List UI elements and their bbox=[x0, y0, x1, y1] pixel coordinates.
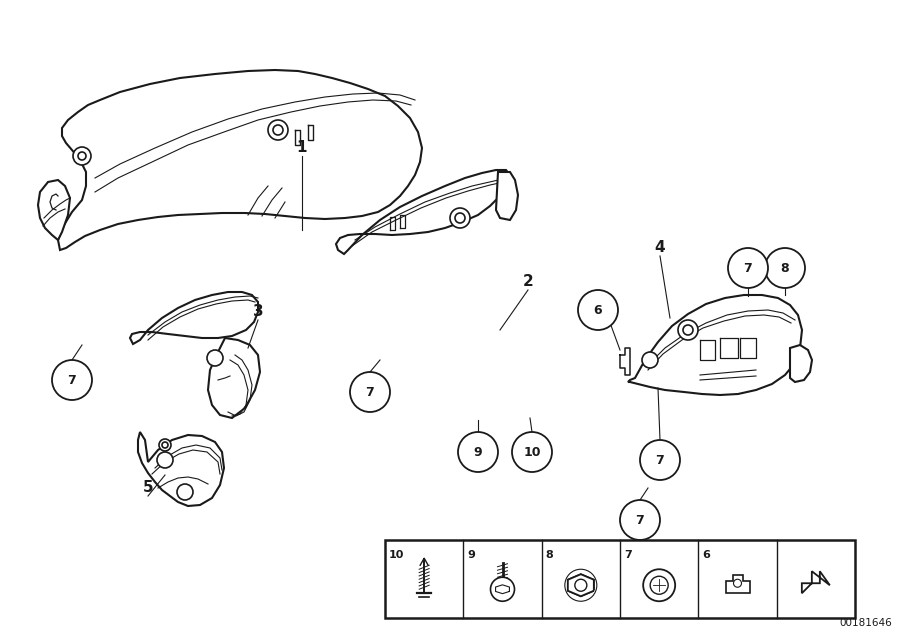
Circle shape bbox=[273, 125, 283, 135]
Text: 7: 7 bbox=[624, 550, 632, 560]
Text: 4: 4 bbox=[654, 240, 665, 256]
Polygon shape bbox=[568, 574, 594, 596]
Circle shape bbox=[620, 500, 660, 540]
Circle shape bbox=[458, 432, 498, 472]
Text: 7: 7 bbox=[68, 373, 76, 387]
Circle shape bbox=[575, 579, 587, 591]
Circle shape bbox=[650, 576, 668, 594]
Text: 5: 5 bbox=[143, 481, 153, 495]
Circle shape bbox=[52, 360, 92, 400]
Circle shape bbox=[728, 248, 768, 288]
Polygon shape bbox=[628, 295, 802, 395]
Text: 8: 8 bbox=[780, 261, 789, 275]
Polygon shape bbox=[38, 180, 70, 240]
Text: 10: 10 bbox=[389, 550, 404, 560]
Text: 6: 6 bbox=[702, 550, 710, 560]
Text: 6: 6 bbox=[594, 303, 602, 317]
Circle shape bbox=[640, 440, 680, 480]
Circle shape bbox=[78, 152, 86, 160]
Polygon shape bbox=[568, 574, 594, 596]
Circle shape bbox=[207, 350, 223, 366]
Circle shape bbox=[455, 213, 465, 223]
Text: 7: 7 bbox=[743, 261, 752, 275]
Circle shape bbox=[177, 484, 193, 500]
Circle shape bbox=[450, 208, 470, 228]
Circle shape bbox=[644, 569, 675, 601]
Polygon shape bbox=[725, 575, 750, 593]
Circle shape bbox=[159, 439, 171, 451]
Circle shape bbox=[734, 579, 742, 587]
Polygon shape bbox=[138, 432, 224, 506]
Polygon shape bbox=[496, 172, 518, 220]
Text: 9: 9 bbox=[473, 445, 482, 459]
Circle shape bbox=[578, 290, 618, 330]
Circle shape bbox=[162, 442, 168, 448]
FancyBboxPatch shape bbox=[385, 540, 855, 618]
Circle shape bbox=[73, 147, 91, 165]
Polygon shape bbox=[790, 345, 812, 382]
Circle shape bbox=[157, 452, 173, 468]
Text: 2: 2 bbox=[523, 275, 534, 289]
Circle shape bbox=[678, 320, 698, 340]
Circle shape bbox=[642, 352, 658, 368]
Polygon shape bbox=[802, 571, 830, 593]
Polygon shape bbox=[58, 70, 422, 250]
Text: 3: 3 bbox=[253, 305, 264, 319]
Polygon shape bbox=[336, 170, 510, 254]
Text: 1: 1 bbox=[297, 141, 307, 155]
Text: 10: 10 bbox=[523, 445, 541, 459]
Circle shape bbox=[512, 432, 552, 472]
Circle shape bbox=[491, 577, 515, 601]
Circle shape bbox=[683, 325, 693, 335]
Text: 00181646: 00181646 bbox=[839, 618, 892, 628]
Circle shape bbox=[565, 569, 597, 601]
Circle shape bbox=[350, 372, 390, 412]
Polygon shape bbox=[130, 292, 258, 344]
Circle shape bbox=[765, 248, 805, 288]
Text: 7: 7 bbox=[655, 453, 664, 466]
Circle shape bbox=[268, 120, 288, 140]
Text: 9: 9 bbox=[467, 550, 475, 560]
Polygon shape bbox=[208, 338, 260, 418]
Text: 8: 8 bbox=[545, 550, 554, 560]
Text: 7: 7 bbox=[635, 513, 644, 527]
Text: 7: 7 bbox=[365, 385, 374, 399]
